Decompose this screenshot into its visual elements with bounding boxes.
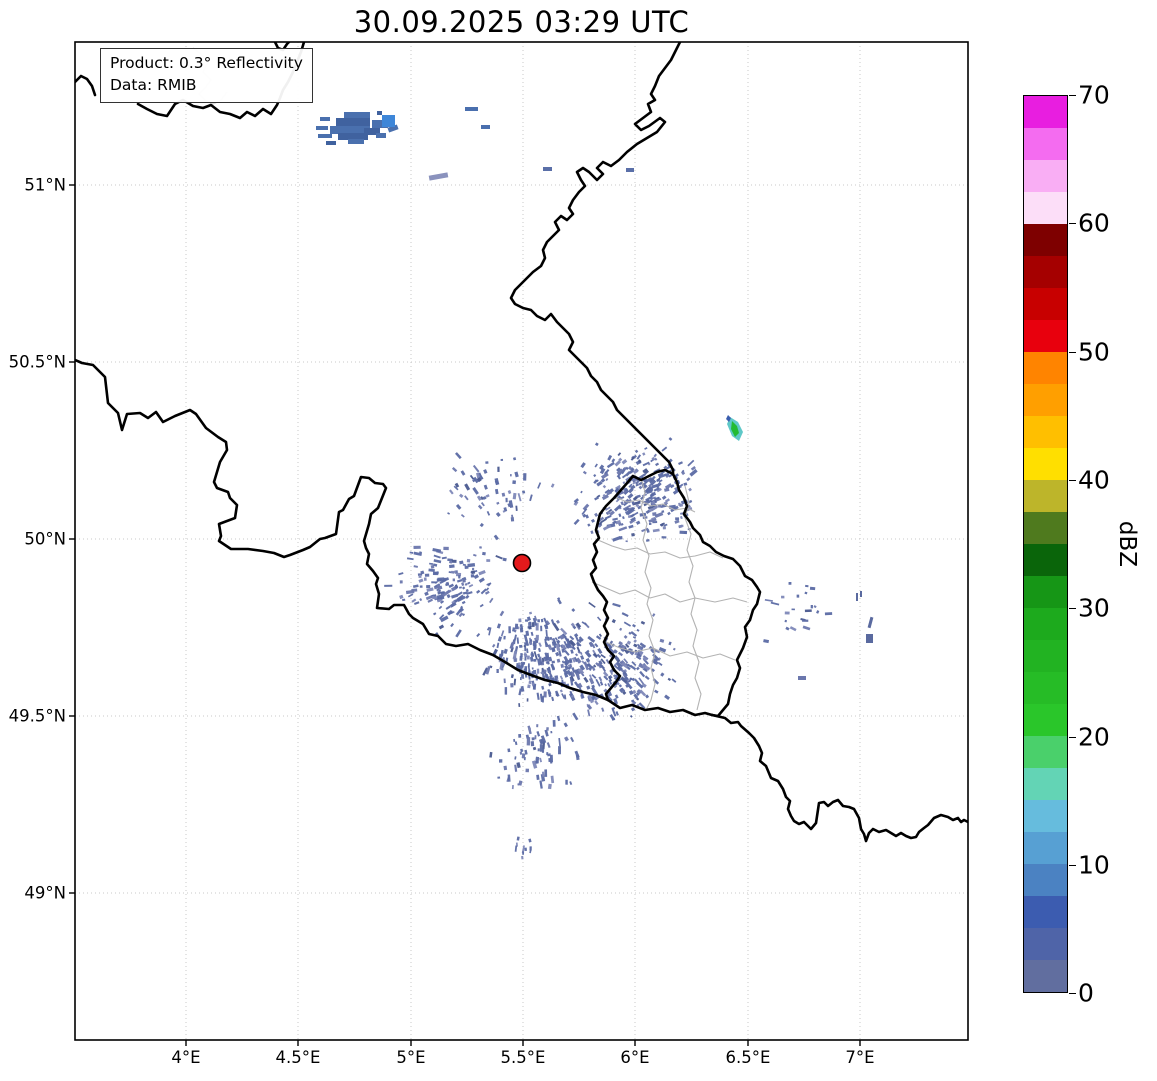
colorbar-tick-label: 30 <box>1078 593 1110 623</box>
product-annotation-box: Product: 0.3° Reflectivity Data: RMIB <box>100 48 313 103</box>
plot-frame <box>74 41 969 1041</box>
x-tick-label: 5°E <box>396 1048 426 1067</box>
x-tick-label: 6.5°E <box>725 1048 771 1067</box>
colorbar-segment <box>1024 671 1067 705</box>
country-borders <box>75 42 968 843</box>
colorbar-tick-label: 10 <box>1078 850 1110 880</box>
colorbar-segment <box>1024 511 1067 545</box>
axis-tick-marks <box>69 184 861 1046</box>
colorbar-segment <box>1024 479 1067 513</box>
colorbar-tick-mark <box>1069 865 1076 866</box>
colorbar-axis-label: dBZ <box>1114 520 1140 568</box>
colorbar-segment <box>1024 959 1067 992</box>
colorbar-segment <box>1024 607 1067 641</box>
colorbar-segment <box>1024 639 1067 673</box>
colorbar-tick-label: 60 <box>1078 208 1110 238</box>
colorbar-segment <box>1024 223 1067 257</box>
colorbar-segment <box>1024 543 1067 577</box>
colorbar-segment <box>1024 159 1067 193</box>
colorbar-tick-label: 50 <box>1078 337 1110 367</box>
colorbar-segment <box>1024 319 1067 353</box>
colorbar-tick-mark <box>1069 737 1076 738</box>
colorbar-segment <box>1024 863 1067 897</box>
colorbar-segment <box>1024 895 1067 929</box>
y-tick-label: 50°N <box>24 529 66 549</box>
radar-echo-patches <box>316 107 874 680</box>
plot-title: 30.09.2025 03:29 UTC <box>353 5 690 39</box>
colorbar-segment <box>1024 703 1067 737</box>
x-tick-label: 7°E <box>845 1048 875 1067</box>
map-layers <box>75 42 968 1040</box>
colorbar-segment <box>1024 735 1067 769</box>
colorbar-segment <box>1024 287 1067 321</box>
x-tick-label: 4°E <box>171 1048 201 1067</box>
colorbar-tick-label: 70 <box>1078 80 1110 110</box>
colorbar-tick-label: 20 <box>1078 722 1110 752</box>
colorbar-segment <box>1024 127 1067 161</box>
y-tick-label: 50.5°N <box>8 352 66 372</box>
colorbar <box>1023 95 1068 993</box>
radar-echo-speckles <box>384 437 833 860</box>
colorbar-tick-mark <box>1069 95 1076 96</box>
y-tick-label: 49.5°N <box>8 706 66 726</box>
x-tick-label: 5.5°E <box>500 1048 546 1067</box>
colorbar-tick-mark <box>1069 993 1076 994</box>
colorbar-tick-label: 0 <box>1078 978 1094 1008</box>
colorbar-segment <box>1024 95 1067 129</box>
radar-site-marker <box>512 553 532 573</box>
graticule-gridlines <box>75 42 968 1040</box>
colorbar-segment <box>1024 831 1067 865</box>
colorbar-tick-mark <box>1069 352 1076 353</box>
colorbar-tick-mark <box>1069 480 1076 481</box>
colorbar-segment <box>1024 415 1067 449</box>
y-tick-label: 51°N <box>24 175 66 195</box>
colorbar-tick-mark <box>1069 608 1076 609</box>
colorbar-tick-mark <box>1069 223 1076 224</box>
product-label: Product: 0.3° Reflectivity <box>110 54 303 72</box>
colorbar-segment <box>1024 767 1067 801</box>
colorbar-segment <box>1024 255 1067 289</box>
colorbar-segment <box>1024 799 1067 833</box>
colorbar-segment <box>1024 351 1067 385</box>
colorbar-segment <box>1024 575 1067 609</box>
region-borders <box>591 477 748 711</box>
x-tick-label: 6°E <box>620 1048 650 1067</box>
x-tick-label: 4.5°E <box>275 1048 321 1067</box>
colorbar-segment <box>1024 191 1067 225</box>
y-tick-label: 49°N <box>24 883 66 903</box>
colorbar-segment <box>1024 927 1067 961</box>
colorbar-segment <box>1024 447 1067 481</box>
data-source-label: Data: RMIB <box>110 76 197 95</box>
colorbar-tick-label: 40 <box>1078 465 1110 495</box>
colorbar-segment <box>1024 383 1067 417</box>
